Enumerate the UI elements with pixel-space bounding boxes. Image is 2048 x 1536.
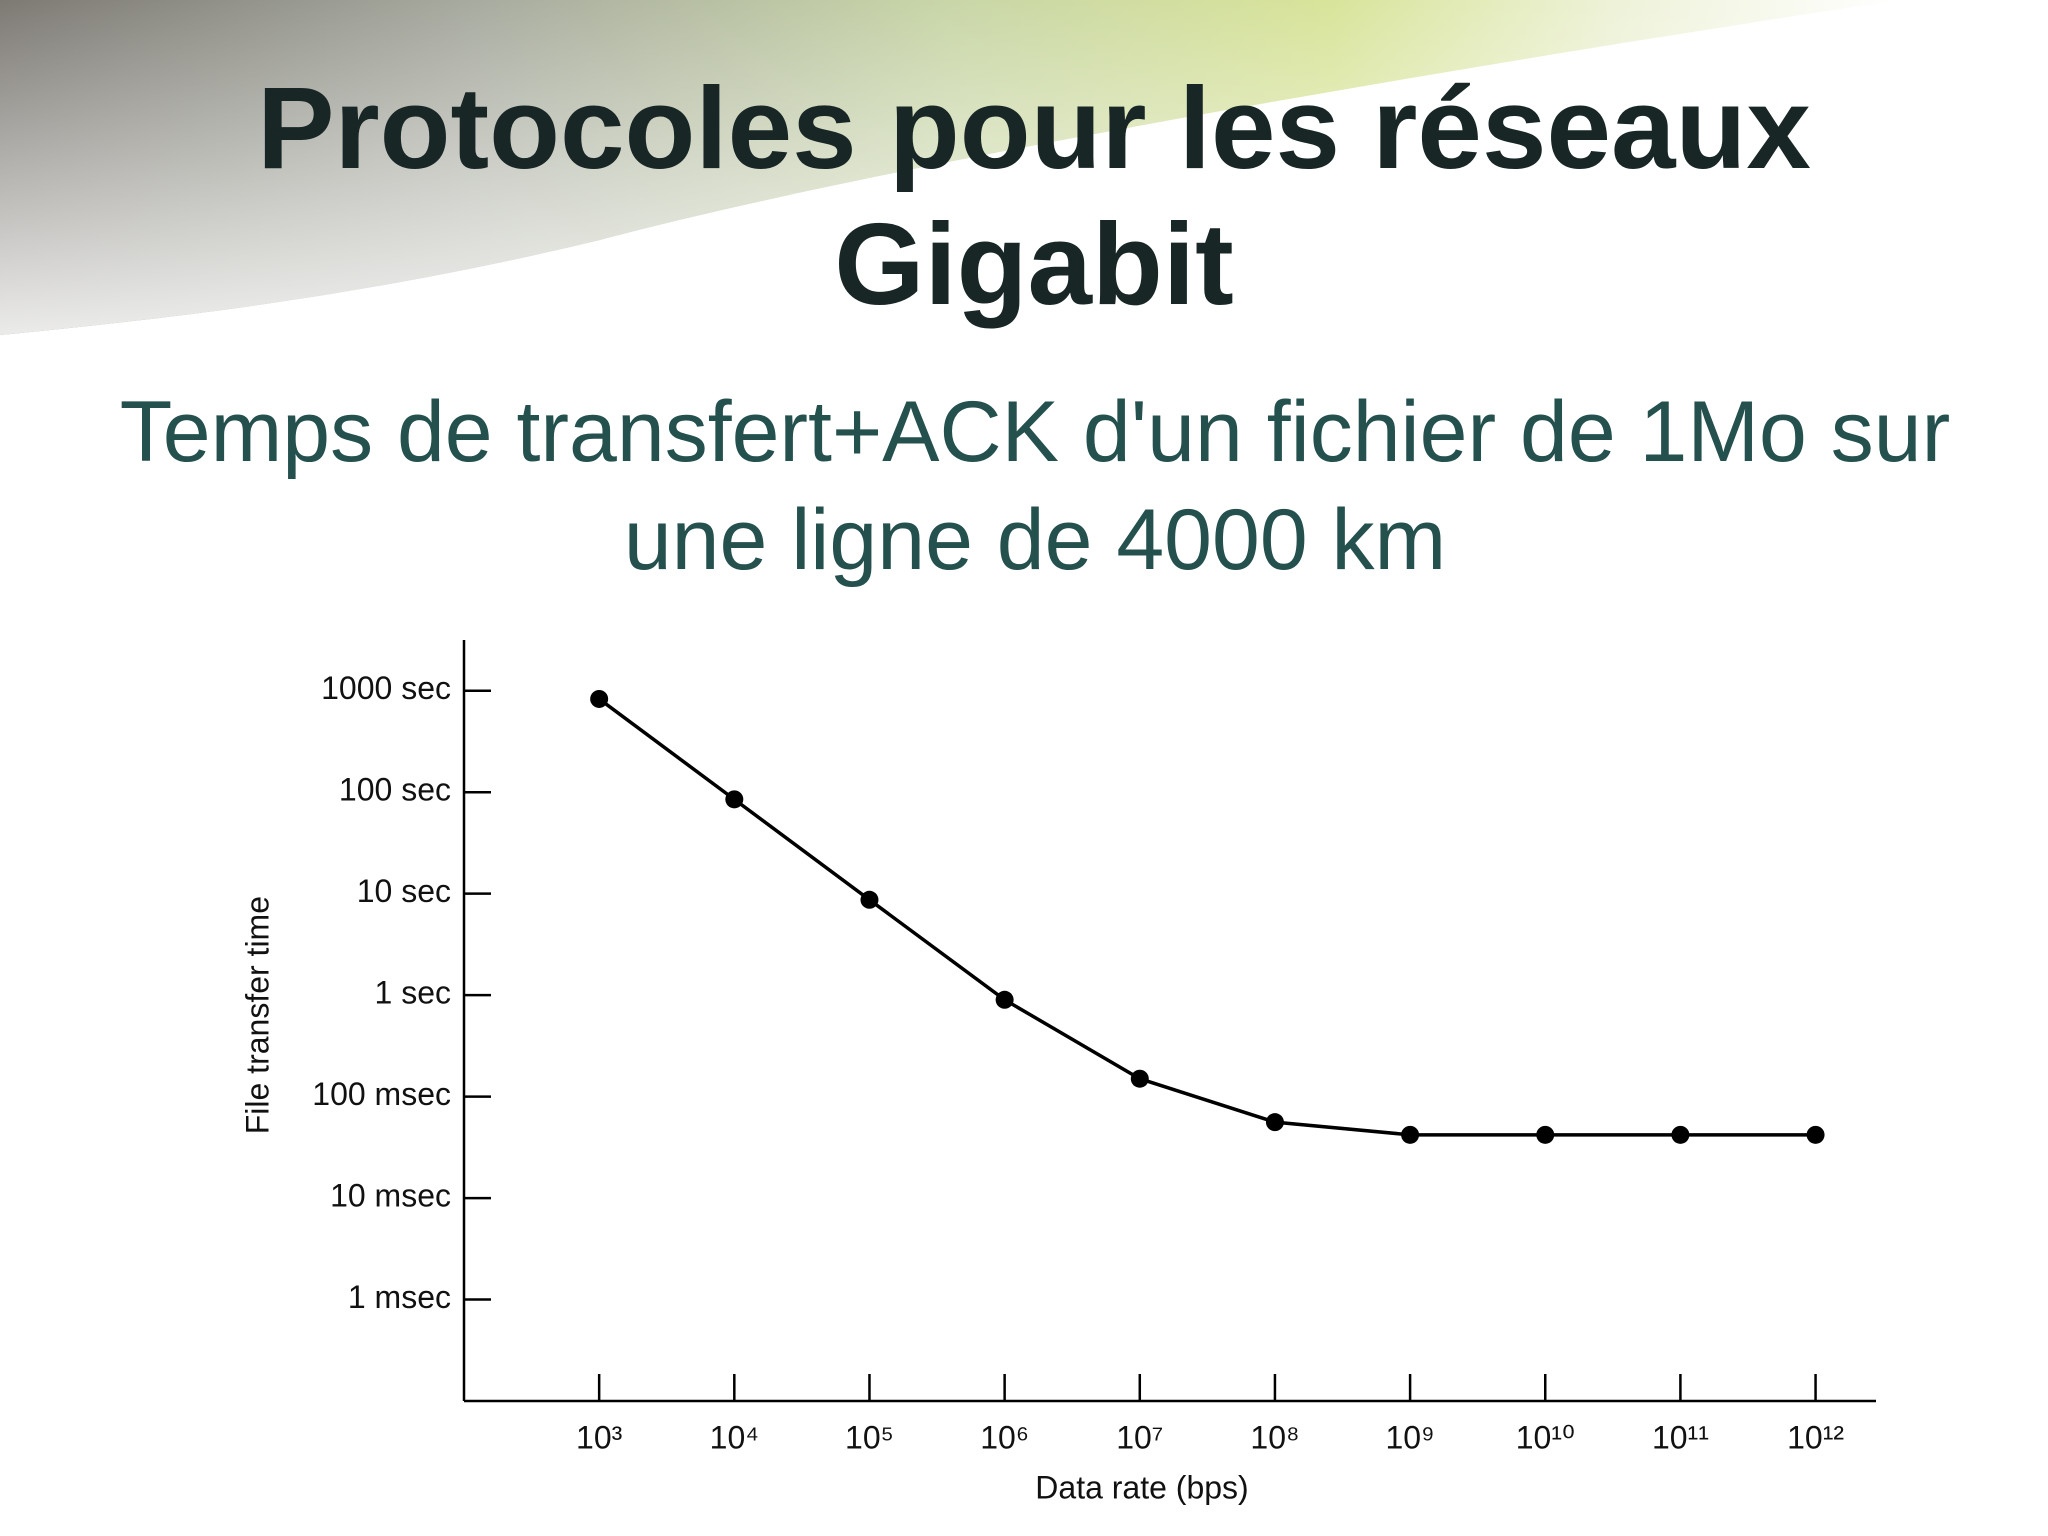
x-tick-label: 10⁸ [1250,1419,1299,1455]
data-point [1130,1069,1149,1088]
y-tick-label: 1 msec [348,1279,451,1315]
slide-subtitle: Temps de transfert+ACK d'un fichier de 1… [119,384,1951,588]
x-tick-label: 10¹⁰ [1516,1419,1575,1455]
x-tick-label: 10¹² [1787,1419,1844,1455]
data-point [1536,1125,1555,1144]
data-point [1265,1113,1284,1132]
y-tick-label: 10 sec [357,873,451,909]
y-axis-label: File transfer time [239,896,275,1134]
data-point [725,790,744,809]
x-tick-label: 10⁴ [710,1419,759,1455]
y-tick-label: 1 sec [375,975,451,1011]
y-tick-label: 100 sec [339,772,451,808]
slide-title: Protocoles pour les réseaux Gigabit [257,63,1811,329]
y-tick-label: 1000 sec [321,670,451,706]
x-tick-label: 10³ [576,1419,623,1455]
x-tick-label: 10⁹ [1385,1419,1434,1455]
data-point [1806,1125,1825,1144]
x-axis-label: Data rate (bps) [1035,1469,1248,1505]
data-point [1671,1125,1690,1144]
x-tick-label: 10⁶ [980,1419,1029,1455]
data-point [860,890,879,909]
y-tick-label: 10 msec [330,1178,451,1214]
data-point [1401,1125,1420,1144]
x-tick-label: 10⁷ [1116,1419,1163,1455]
data-point [995,990,1014,1009]
data-line [598,697,1816,1137]
y-tick-label: 100 msec [312,1076,451,1112]
data-point [590,689,609,708]
x-tick-label: 10⁵ [845,1419,894,1455]
x-tick-label: 10¹¹ [1652,1419,1709,1455]
